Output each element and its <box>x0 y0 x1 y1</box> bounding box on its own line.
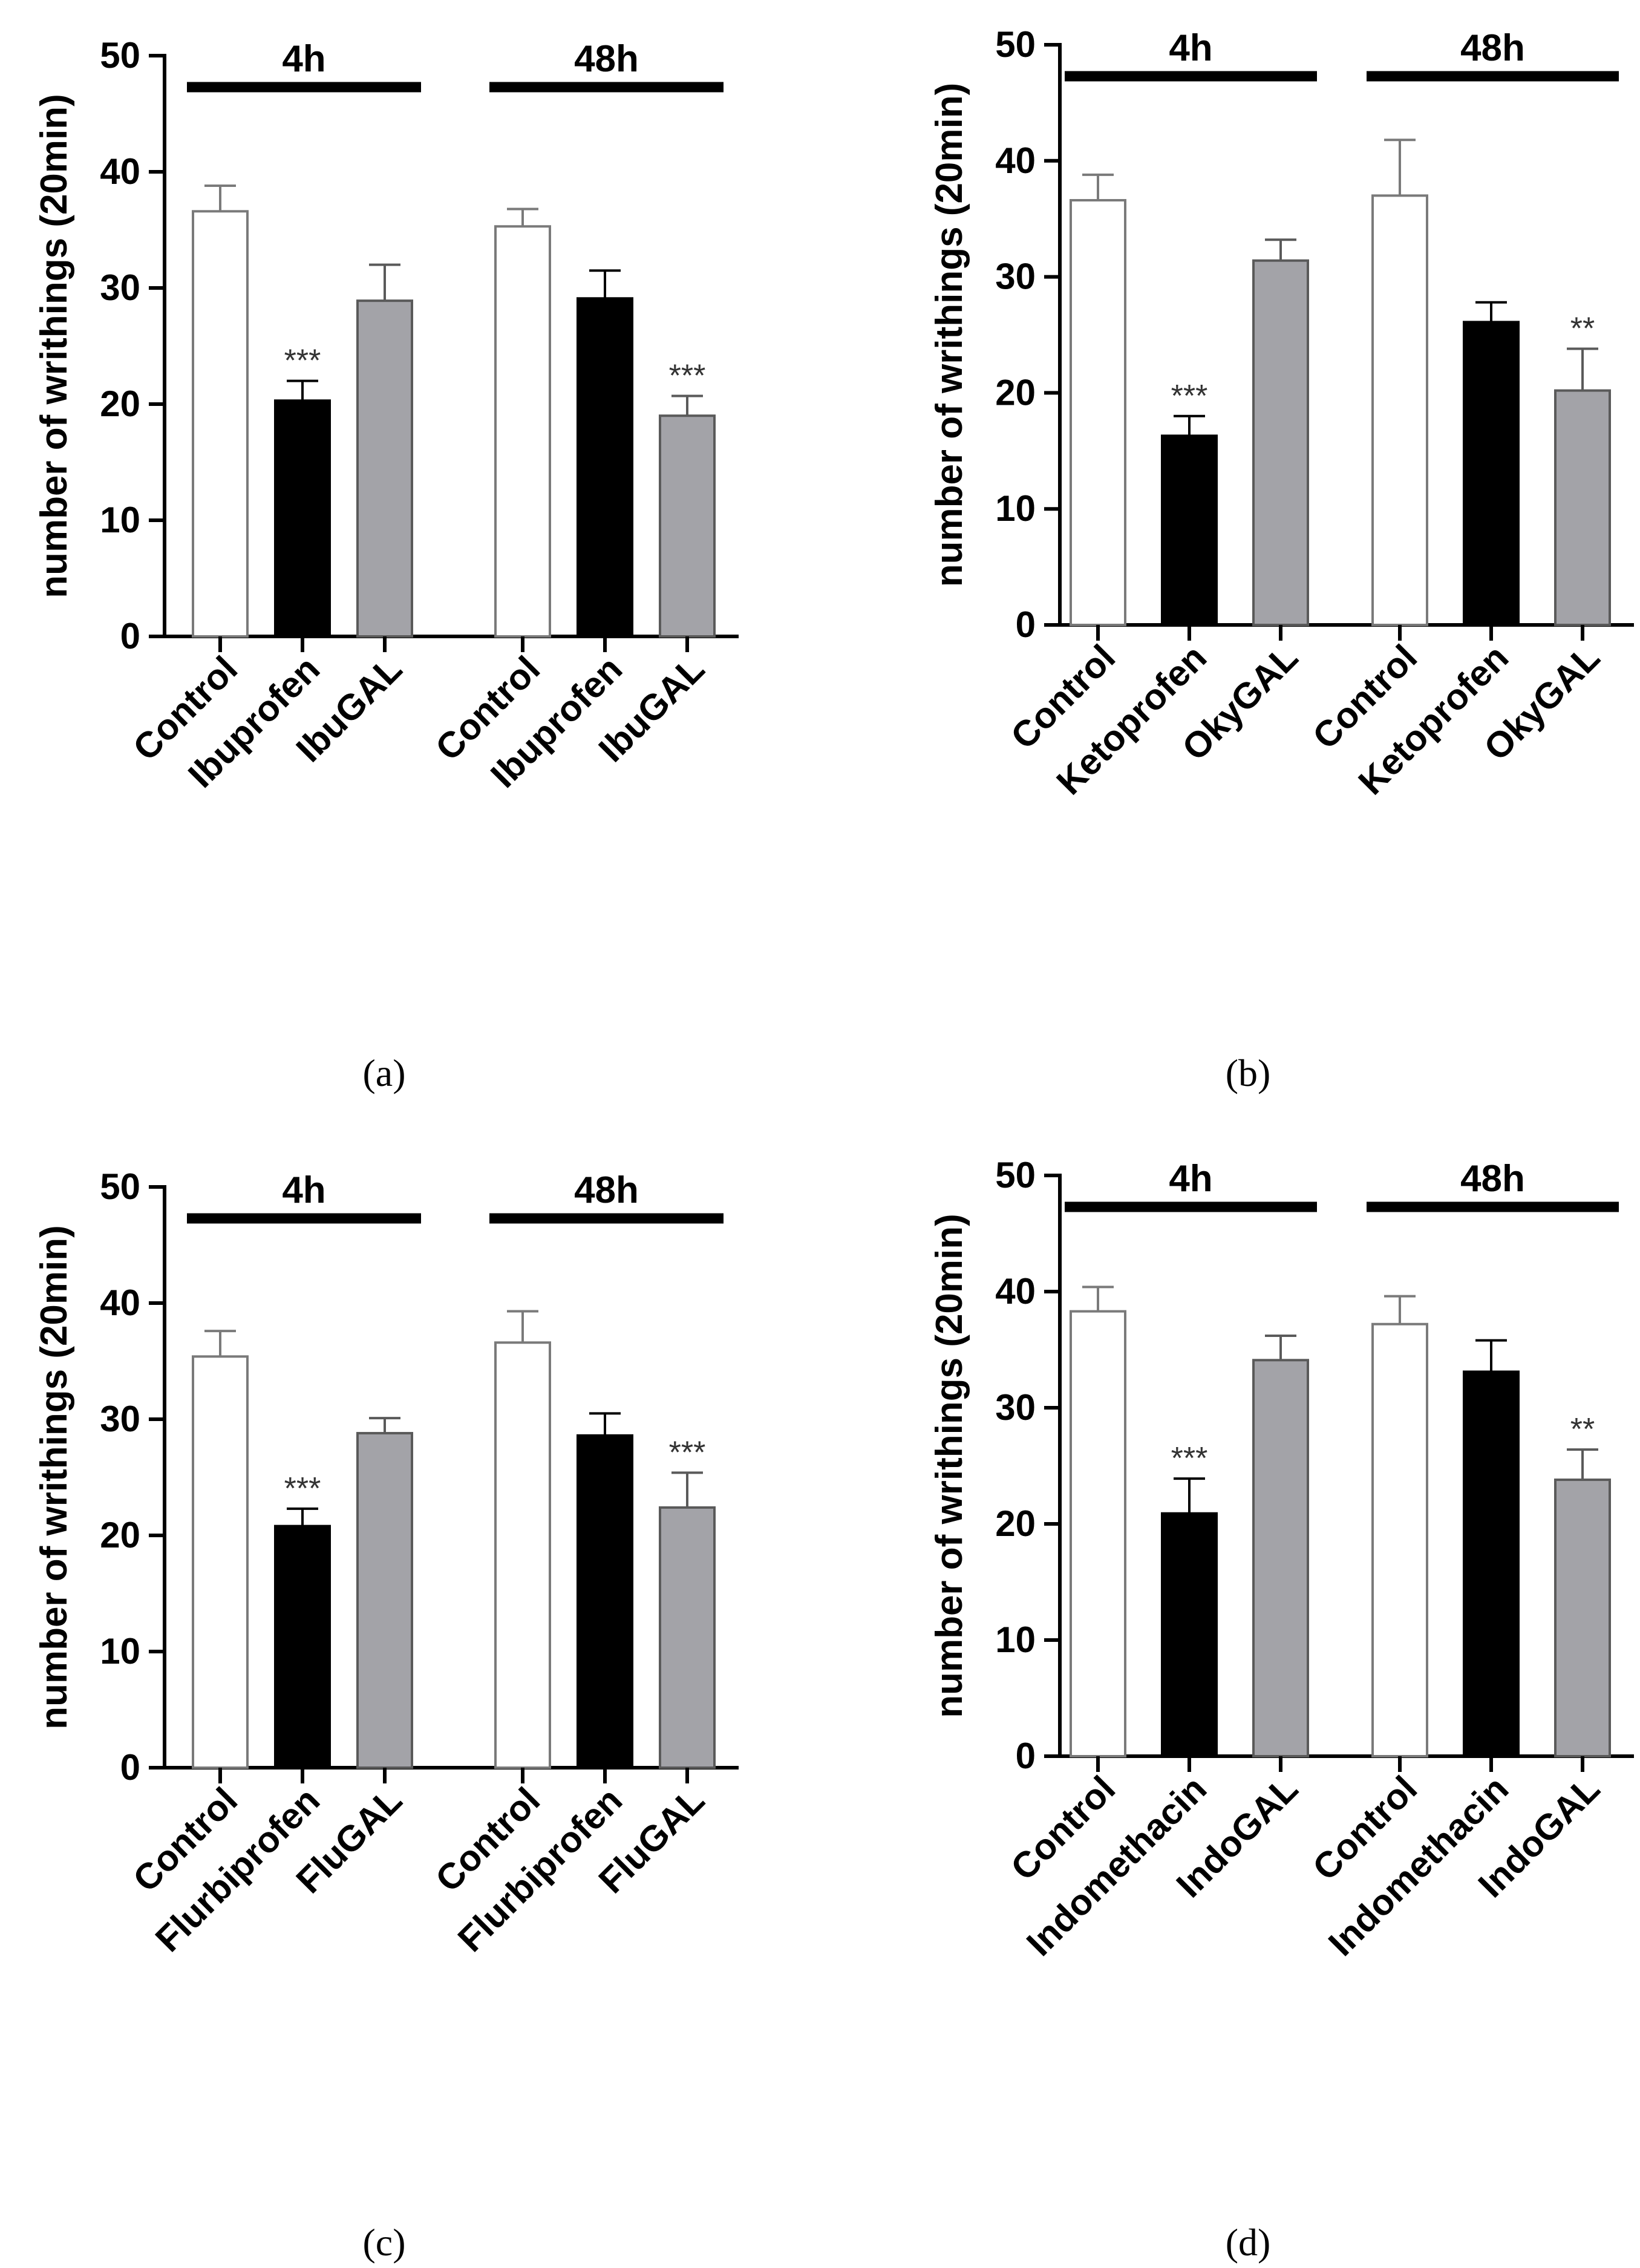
y-axis-title: number of writhings (20min) <box>929 1214 970 1718</box>
bar-control <box>1070 1310 1126 1757</box>
group-label: 4h <box>1169 27 1212 69</box>
y-tick-label: 30 <box>995 257 1036 297</box>
bar-conjugate <box>1252 1359 1309 1757</box>
y-tick-label: 30 <box>100 267 140 308</box>
group-label: 4h <box>282 1169 325 1211</box>
group-label: 48h <box>1460 27 1525 69</box>
y-tick-label: 40 <box>995 1271 1036 1312</box>
significance-marker: *** <box>1171 1441 1208 1476</box>
group-label: 48h <box>574 38 639 80</box>
group-label: 48h <box>1460 1158 1525 1200</box>
bar-conjugate <box>1554 1479 1611 1758</box>
bar-drug <box>1161 434 1218 627</box>
bar-control <box>1371 1322 1428 1757</box>
y-axis-title: number of writhings (20min) <box>33 1225 75 1730</box>
y-tick-label: 50 <box>995 24 1036 65</box>
bar-conjugate <box>1252 259 1309 626</box>
y-tick-label: 20 <box>100 384 140 424</box>
group-label: 4h <box>282 38 325 80</box>
bar-control <box>192 1355 249 1770</box>
y-tick-label: 50 <box>100 35 140 76</box>
bar-control <box>494 225 551 638</box>
y-tick-label: 10 <box>100 500 140 540</box>
significance-marker: *** <box>284 344 321 379</box>
significance-marker: ** <box>1570 312 1595 347</box>
y-tick-label: 10 <box>100 1631 140 1672</box>
panel-label: (a) <box>362 1051 405 1094</box>
bar-conjugate <box>1554 389 1611 627</box>
bar-drug <box>1463 321 1520 626</box>
bar-control <box>1371 194 1428 626</box>
y-tick-label: 0 <box>1016 1736 1036 1776</box>
group-label: 48h <box>574 1169 639 1211</box>
bar-drug <box>274 399 331 638</box>
y-tick-label: 20 <box>995 372 1036 413</box>
bar-conjugate <box>659 414 716 638</box>
bar-conjugate <box>356 299 413 638</box>
significance-marker: *** <box>1171 379 1208 414</box>
y-tick-label: 20 <box>995 1503 1036 1544</box>
significance-marker: *** <box>669 359 706 394</box>
bar-drug <box>1463 1370 1520 1757</box>
bar-conjugate <box>659 1506 716 1769</box>
significance-marker: ** <box>1570 1412 1595 1447</box>
y-axis-title: number of writhings (20min) <box>33 94 75 598</box>
y-tick-label: 10 <box>995 1619 1036 1660</box>
y-tick-label: 0 <box>120 616 140 656</box>
significance-marker: *** <box>669 1435 706 1470</box>
bar-drug <box>274 1525 331 1769</box>
y-tick-label: 0 <box>120 1747 140 1788</box>
bar-drug <box>577 297 633 638</box>
significance-marker: *** <box>284 1471 321 1506</box>
y-tick-label: 40 <box>995 140 1036 181</box>
bar-control <box>192 210 249 638</box>
y-tick-label: 30 <box>100 1399 140 1439</box>
y-tick-label: 50 <box>100 1166 140 1207</box>
panel-label: (c) <box>362 2221 405 2264</box>
group-label: 4h <box>1169 1158 1212 1200</box>
y-tick-label: 10 <box>995 488 1036 529</box>
bar-drug <box>1161 1512 1218 1757</box>
bar-conjugate <box>356 1432 413 1770</box>
bar-drug <box>577 1434 633 1769</box>
bar-control <box>494 1341 551 1769</box>
y-tick-label: 50 <box>995 1155 1036 1195</box>
panel-label: (b) <box>1226 1051 1271 1094</box>
y-tick-label: 40 <box>100 151 140 192</box>
y-tick-label: 30 <box>995 1387 1036 1428</box>
bar-control <box>1070 199 1126 626</box>
panel-label: (d) <box>1226 2221 1271 2264</box>
y-axis-title: number of writhings (20min) <box>929 83 970 587</box>
y-tick-label: 20 <box>100 1515 140 1555</box>
y-tick-label: 0 <box>1016 604 1036 645</box>
y-tick-label: 40 <box>100 1283 140 1323</box>
